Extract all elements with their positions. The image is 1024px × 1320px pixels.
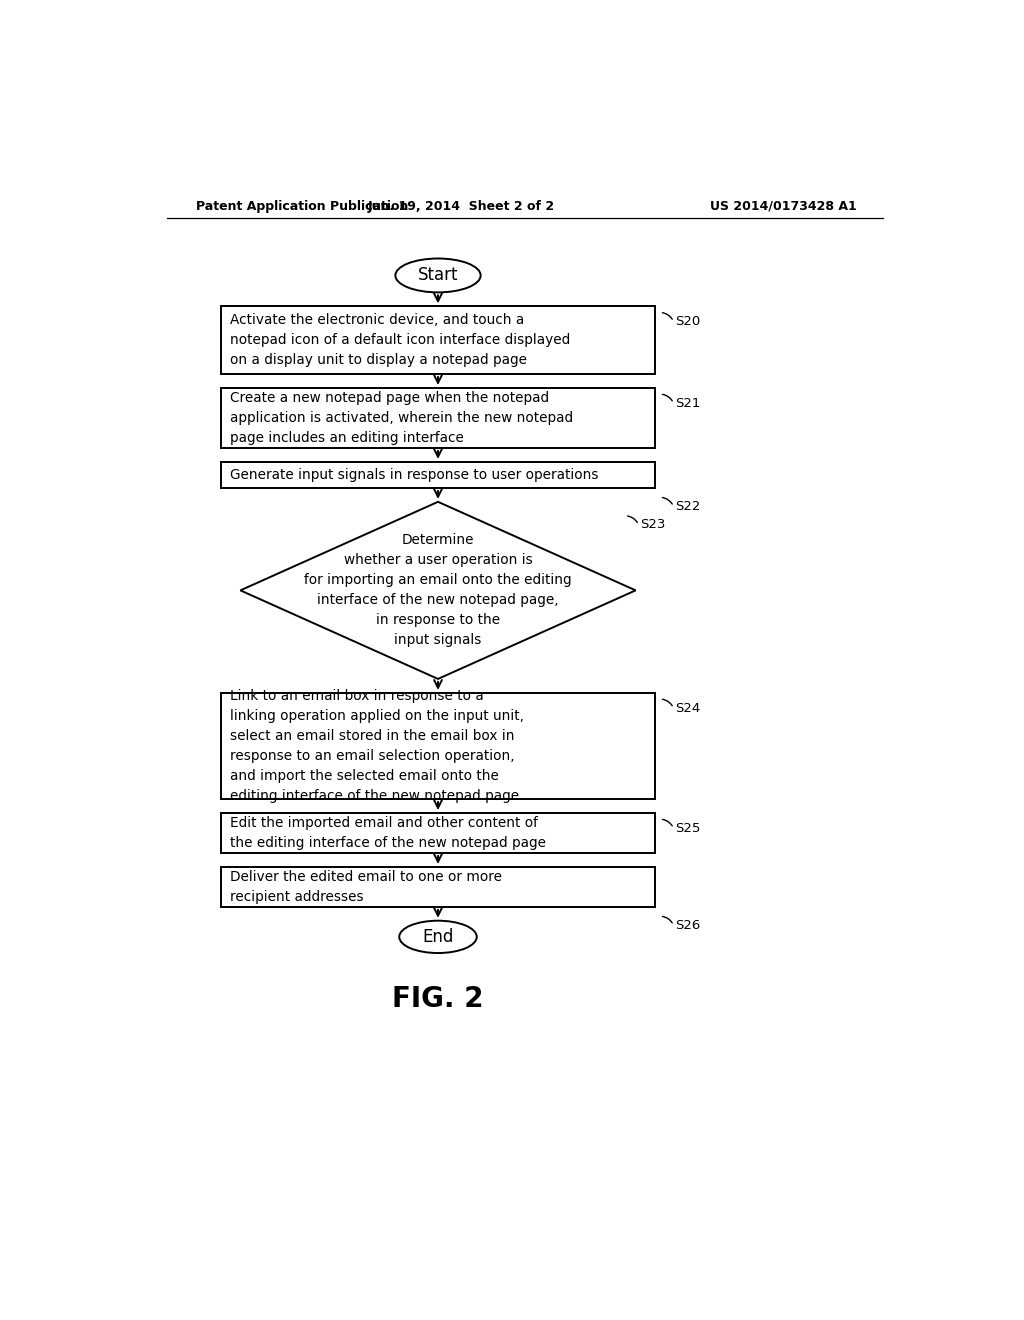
Text: Activate the electronic device, and touch a
notepad icon of a default icon inter: Activate the electronic device, and touc… [230, 313, 570, 367]
Text: Start: Start [418, 267, 459, 284]
Ellipse shape [395, 259, 480, 293]
Text: S20: S20 [675, 315, 700, 329]
Text: US 2014/0173428 A1: US 2014/0173428 A1 [710, 199, 856, 213]
Text: S26: S26 [675, 919, 700, 932]
Polygon shape [241, 502, 636, 678]
Text: Create a new notepad page when the notepad
application is activated, wherein the: Create a new notepad page when the notep… [230, 391, 573, 445]
Text: S22: S22 [675, 500, 700, 513]
Bar [221, 462, 655, 488]
Bar [221, 867, 655, 907]
Text: Edit the imported email and other content of
the editing interface of the new no: Edit the imported email and other conten… [230, 816, 546, 850]
Text: Generate input signals in response to user operations: Generate input signals in response to us… [230, 467, 599, 482]
Text: Deliver the edited email to one or more
recipient addresses: Deliver the edited email to one or more … [230, 870, 503, 904]
Bar [221, 388, 655, 447]
Bar [221, 693, 655, 799]
Text: S24: S24 [675, 702, 700, 714]
Text: S21: S21 [675, 397, 700, 409]
Text: Link to an email box in response to a
linking operation applied on the input uni: Link to an email box in response to a li… [230, 689, 524, 803]
Text: S25: S25 [675, 822, 700, 834]
Ellipse shape [399, 921, 477, 953]
Text: End: End [422, 928, 454, 946]
Text: Jun. 19, 2014  Sheet 2 of 2: Jun. 19, 2014 Sheet 2 of 2 [368, 199, 555, 213]
Text: Patent Application Publication: Patent Application Publication [197, 199, 409, 213]
Text: Determine
whether a user operation is
for importing an email onto the editing
in: Determine whether a user operation is fo… [304, 533, 571, 648]
Bar [221, 813, 655, 853]
Text: S23: S23 [640, 519, 666, 532]
Bar [221, 306, 655, 374]
Text: FIG. 2: FIG. 2 [392, 985, 483, 1014]
